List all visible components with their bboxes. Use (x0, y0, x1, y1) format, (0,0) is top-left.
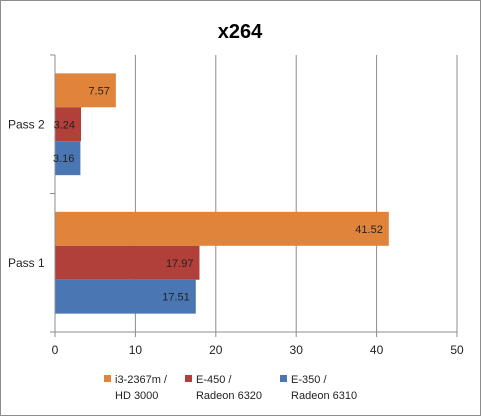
data-label: 17.51 (162, 292, 190, 304)
legend: i3-2367m / HD 3000 E-450 / Radeon 6320 E-3… (104, 372, 357, 404)
labels: 0 10 20 30 40 50 Pass 2 7.57 3.24 3.16 Pass 1 41.52… (8, 85, 464, 357)
axes (50, 54, 458, 337)
legend-label: E-450 / Radeon 6320 (195, 374, 263, 402)
data-label: 17.97 (166, 258, 194, 270)
x-tick-label: 0 (52, 343, 59, 357)
bar (55, 73, 116, 108)
legend-item: i3-2367m / HD 3000 (104, 372, 167, 404)
bars (55, 73, 389, 314)
data-label: 7.57 (88, 85, 109, 97)
legend-item: E-450 / Radeon 6320 (184, 372, 263, 404)
bar (55, 211, 389, 246)
legend-item: E-350 / Radeon 6310 (280, 372, 357, 404)
bar (55, 245, 200, 280)
bar (55, 279, 196, 314)
data-label: 3.16 (53, 153, 74, 165)
legend-swatch (104, 375, 111, 382)
x-tick-label: 30 (290, 343, 304, 357)
legend-swatch (184, 375, 192, 382)
chart-title: x264 (218, 21, 263, 43)
category-label: Pass 1 (8, 256, 45, 270)
category-label: Pass 2 (8, 117, 45, 131)
legend-label: i3-2367m / HD 3000 (115, 374, 167, 402)
bar (55, 141, 81, 176)
x-tick-label: 20 (209, 343, 223, 357)
data-label: 3.24 (54, 119, 75, 131)
bar (55, 107, 82, 142)
legend-label: E-350 / Radeon 6310 (291, 374, 358, 402)
data-label: 41.52 (355, 224, 383, 236)
legend-swatch (280, 375, 288, 382)
x-tick-label: 50 (450, 343, 464, 357)
x-tick-label: 40 (370, 343, 384, 357)
x-tick-label: 10 (129, 343, 143, 357)
